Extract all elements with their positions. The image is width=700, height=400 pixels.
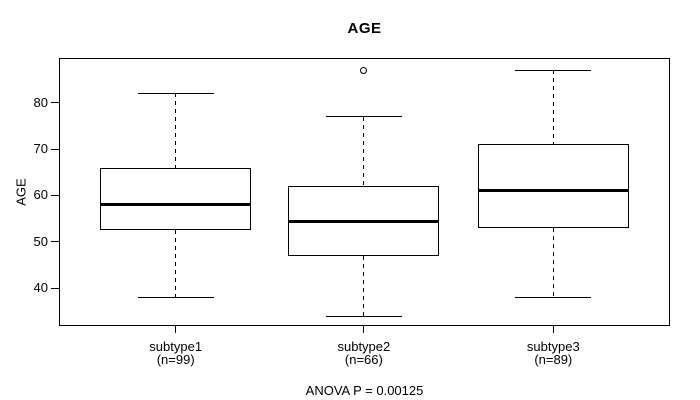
median-line [477, 189, 629, 193]
upper-whisker-cap [325, 116, 402, 118]
y-axis-tick-label: 80 [33, 94, 48, 110]
x-axis-tick [552, 326, 554, 333]
lower-whisker-cap [137, 297, 214, 299]
group-n: (n=66) [344, 352, 383, 367]
anova-annotation: ANOVA P = 0.00125 [305, 383, 424, 398]
chart-title: AGE [347, 20, 382, 37]
group-n: (n=89) [534, 352, 573, 367]
median-line [288, 219, 440, 223]
lower-whisker-line [175, 230, 177, 298]
x-axis-tick [363, 326, 365, 333]
group-label: subtype1 (n=99) [101, 340, 251, 366]
iqr-box [477, 144, 629, 228]
lower-whisker-line [552, 227, 554, 298]
lower-whisker-cap [515, 297, 592, 299]
upper-whisker-cap [515, 69, 592, 71]
y-axis-tick [51, 148, 59, 150]
lower-whisker-line [363, 255, 365, 317]
upper-whisker-cap [137, 92, 214, 94]
y-axis-tick-label: 40 [33, 280, 48, 296]
y-axis-tick [51, 241, 59, 243]
x-axis-tick [175, 326, 177, 333]
upper-whisker-line [552, 70, 554, 145]
lower-whisker-cap [325, 315, 402, 317]
y-axis-tick [51, 194, 59, 196]
y-axis-tick-label: 50 [33, 233, 48, 249]
median-line [100, 203, 252, 207]
group-name: subtype1 [149, 339, 203, 354]
group-label: subtype2 (n=66) [289, 340, 439, 366]
y-axis-tick-label: 60 [33, 187, 48, 203]
group-name: subtype2 [337, 339, 391, 354]
group-label: subtype3 (n=89) [478, 340, 628, 366]
y-axis-tick [51, 287, 59, 289]
outlier-point [360, 66, 368, 74]
y-axis-tick-label: 70 [33, 141, 48, 157]
group-name: subtype3 [526, 339, 580, 354]
iqr-box [100, 167, 252, 231]
group-n: (n=99) [156, 352, 195, 367]
y-axis-tick [51, 102, 59, 104]
upper-whisker-line [363, 116, 365, 187]
upper-whisker-line [175, 93, 177, 168]
